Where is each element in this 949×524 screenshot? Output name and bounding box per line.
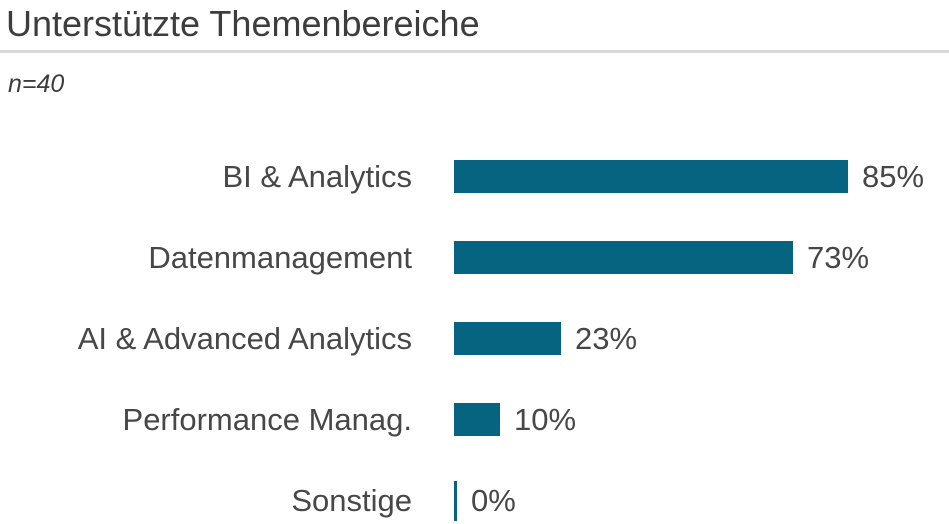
category-label: Datenmanagement [148,239,412,275]
bar-area: 0% [454,480,516,521]
bar-area: 10% [454,402,576,438]
bar-row: BI & Analytics 85% [0,136,949,217]
value-label: 73% [807,239,870,275]
bar-area: 73% [454,240,869,276]
bar [454,241,793,274]
category-label: Sonstige [291,482,412,518]
value-label: 23% [575,320,638,356]
bar-area: 23% [454,321,637,357]
category-label: AI & Advanced Analytics [77,320,412,356]
bar [454,480,457,521]
bar-row: Datenmanagement 73% [0,217,949,298]
title-separator [0,50,949,53]
category-label: BI & Analytics [222,158,412,194]
category-label: Performance Manag. [122,401,412,437]
value-label: 0% [471,482,516,518]
bar-row: Sonstige 0% [0,460,949,524]
bar-row: Performance Manag. 10% [0,379,949,460]
sample-size-label: n=40 [8,70,65,98]
bar [454,403,500,436]
value-label: 10% [514,401,577,437]
bar [454,322,561,355]
bar-chart: BI & Analytics 85% Datenmanagement 73% A… [0,136,949,524]
chart-title: Unterstützte Themenbereiche [6,3,480,44]
value-label: 85% [862,158,925,194]
bar-row: AI & Advanced Analytics 23% [0,298,949,379]
bar-area: 85% [454,159,924,195]
bar [454,160,848,193]
